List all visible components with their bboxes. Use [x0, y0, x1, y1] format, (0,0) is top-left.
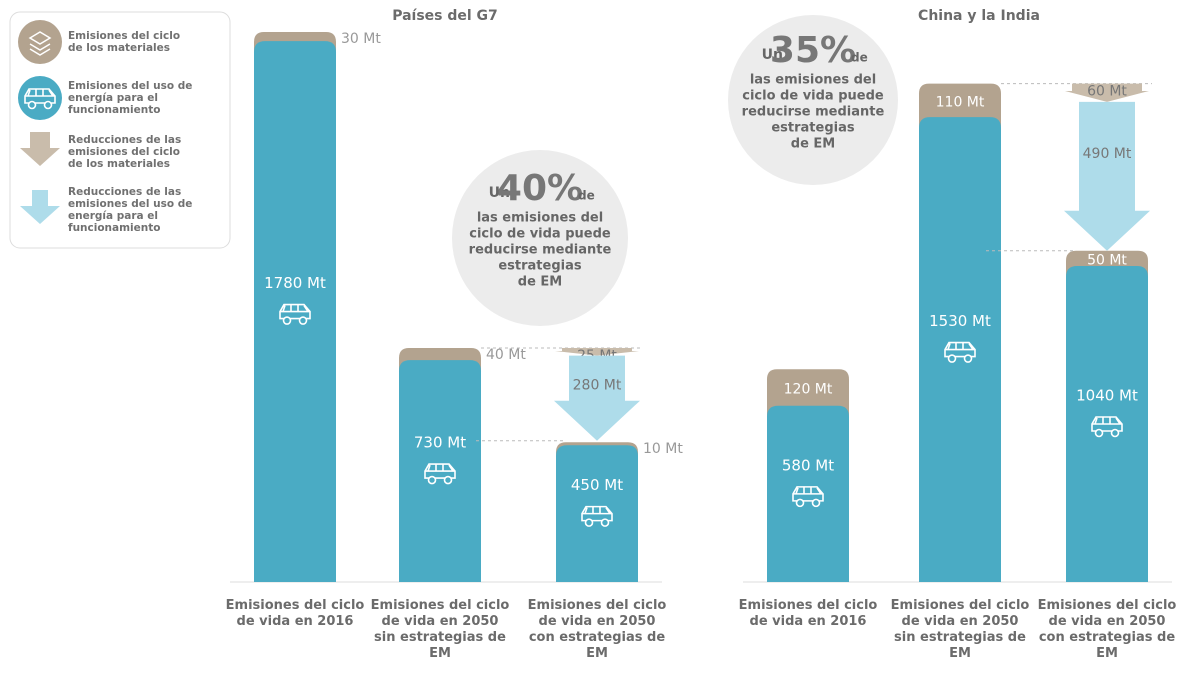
car-icon [581, 505, 613, 527]
car-body [581, 505, 613, 522]
reduction-arrow [554, 355, 640, 441]
value-label: 450 Mt [571, 476, 623, 494]
wheel [795, 498, 805, 508]
value-label: 1530 Mt [929, 312, 991, 330]
x-tick-label: Emisiones del ciclo de vida en 2050 sin … [370, 598, 510, 661]
legend-swatch [18, 20, 62, 64]
annotation-prefix: Un [762, 47, 783, 63]
value-label: 730 Mt [414, 434, 466, 452]
x-tick-label: Emisiones del ciclo de vida en 2016 [738, 598, 878, 629]
annotation-bubble [728, 15, 898, 185]
car-body [424, 463, 456, 479]
car-body [24, 88, 56, 104]
car-body [279, 303, 311, 320]
legend-box [9, 11, 231, 249]
wheel [27, 100, 37, 110]
value-label: 40 Mt [486, 347, 526, 363]
value-label: 580 Mt [782, 456, 834, 474]
reduction-label: 280 Mt [573, 377, 622, 393]
car-icon [24, 88, 56, 110]
wheel [443, 475, 453, 485]
chart-title: China y la India [918, 8, 1040, 24]
legend-swatch [18, 76, 62, 120]
car-icon [1091, 416, 1123, 438]
wheel [811, 498, 821, 508]
wheel [947, 354, 957, 363]
legend-label: Emisiones del uso de energía para el fun… [68, 80, 193, 116]
annotation-suffix: de [851, 51, 868, 65]
wheel [1094, 428, 1104, 438]
wheel [600, 518, 610, 527]
legend-label: Reducciones de las emisiones del ciclo d… [68, 134, 182, 170]
legend-label: Emisiones del ciclo de los materiales [68, 30, 181, 54]
car-body [1091, 416, 1123, 432]
annotation-line: de EM [518, 275, 562, 290]
annotation-big: 35% [770, 30, 856, 71]
value-label: 30 Mt [341, 31, 381, 47]
value-label: 50 Mt [1087, 252, 1127, 268]
annotation-line: ciclo de vida puede [742, 89, 884, 104]
wheel [584, 518, 594, 527]
car-icon [279, 303, 311, 325]
value-label: 10 Mt [643, 441, 683, 457]
value-label: 1780 Mt [264, 274, 326, 292]
annotation-big: 40% [497, 168, 583, 209]
wheel [298, 316, 308, 325]
x-tick-label: Emisiones del ciclo de vida en 2050 con … [1037, 598, 1177, 661]
car-icon [792, 486, 824, 508]
annotation-line: reducirse mediante [469, 243, 612, 258]
layers-icon [28, 31, 52, 56]
annotation-line: reducirse mediante [742, 105, 885, 120]
car-icon [944, 341, 976, 363]
annotation-line: de EM [791, 137, 835, 152]
reduction-arrow [555, 348, 639, 356]
car-icon [424, 463, 456, 485]
wheel [43, 100, 53, 110]
legend-swatch [20, 190, 60, 224]
x-tick-label: Emisiones del ciclo de vida en 2016 [225, 598, 365, 629]
annotation-bubble [452, 150, 628, 326]
reduction-arrow [1065, 83, 1149, 102]
value-label: 110 Mt [936, 94, 985, 110]
annotation-line: las emisiones del [750, 73, 876, 88]
annotation-line: estrategias [771, 121, 855, 136]
car-body [792, 486, 824, 502]
reduction-arrow [1064, 101, 1150, 251]
reduction-label: 60 Mt [1087, 84, 1127, 100]
reduction-label: 490 Mt [1083, 146, 1132, 162]
wheel [963, 354, 973, 363]
x-tick-label: Emisiones del ciclo de vida en 2050 sin … [890, 598, 1030, 661]
annotation-prefix: Un [489, 185, 510, 201]
x-tick-label: Emisiones del ciclo de vida en 2050 con … [527, 598, 667, 661]
chart-title: Países del G7 [392, 8, 498, 24]
legend-swatch [20, 132, 60, 166]
legend-label: Reducciones de las emisiones del uso de … [68, 186, 193, 234]
value-label: 1040 Mt [1076, 386, 1138, 404]
annotation-line: ciclo de vida puede [469, 227, 611, 242]
wheel [282, 316, 292, 325]
car-body [944, 341, 976, 358]
wheel [427, 475, 437, 485]
annotation-suffix: de [578, 189, 595, 203]
wheel [1110, 428, 1120, 438]
annotation-line: estrategias [498, 259, 582, 274]
value-label: 120 Mt [784, 382, 833, 398]
annotation-line: las emisiones del [477, 211, 603, 226]
